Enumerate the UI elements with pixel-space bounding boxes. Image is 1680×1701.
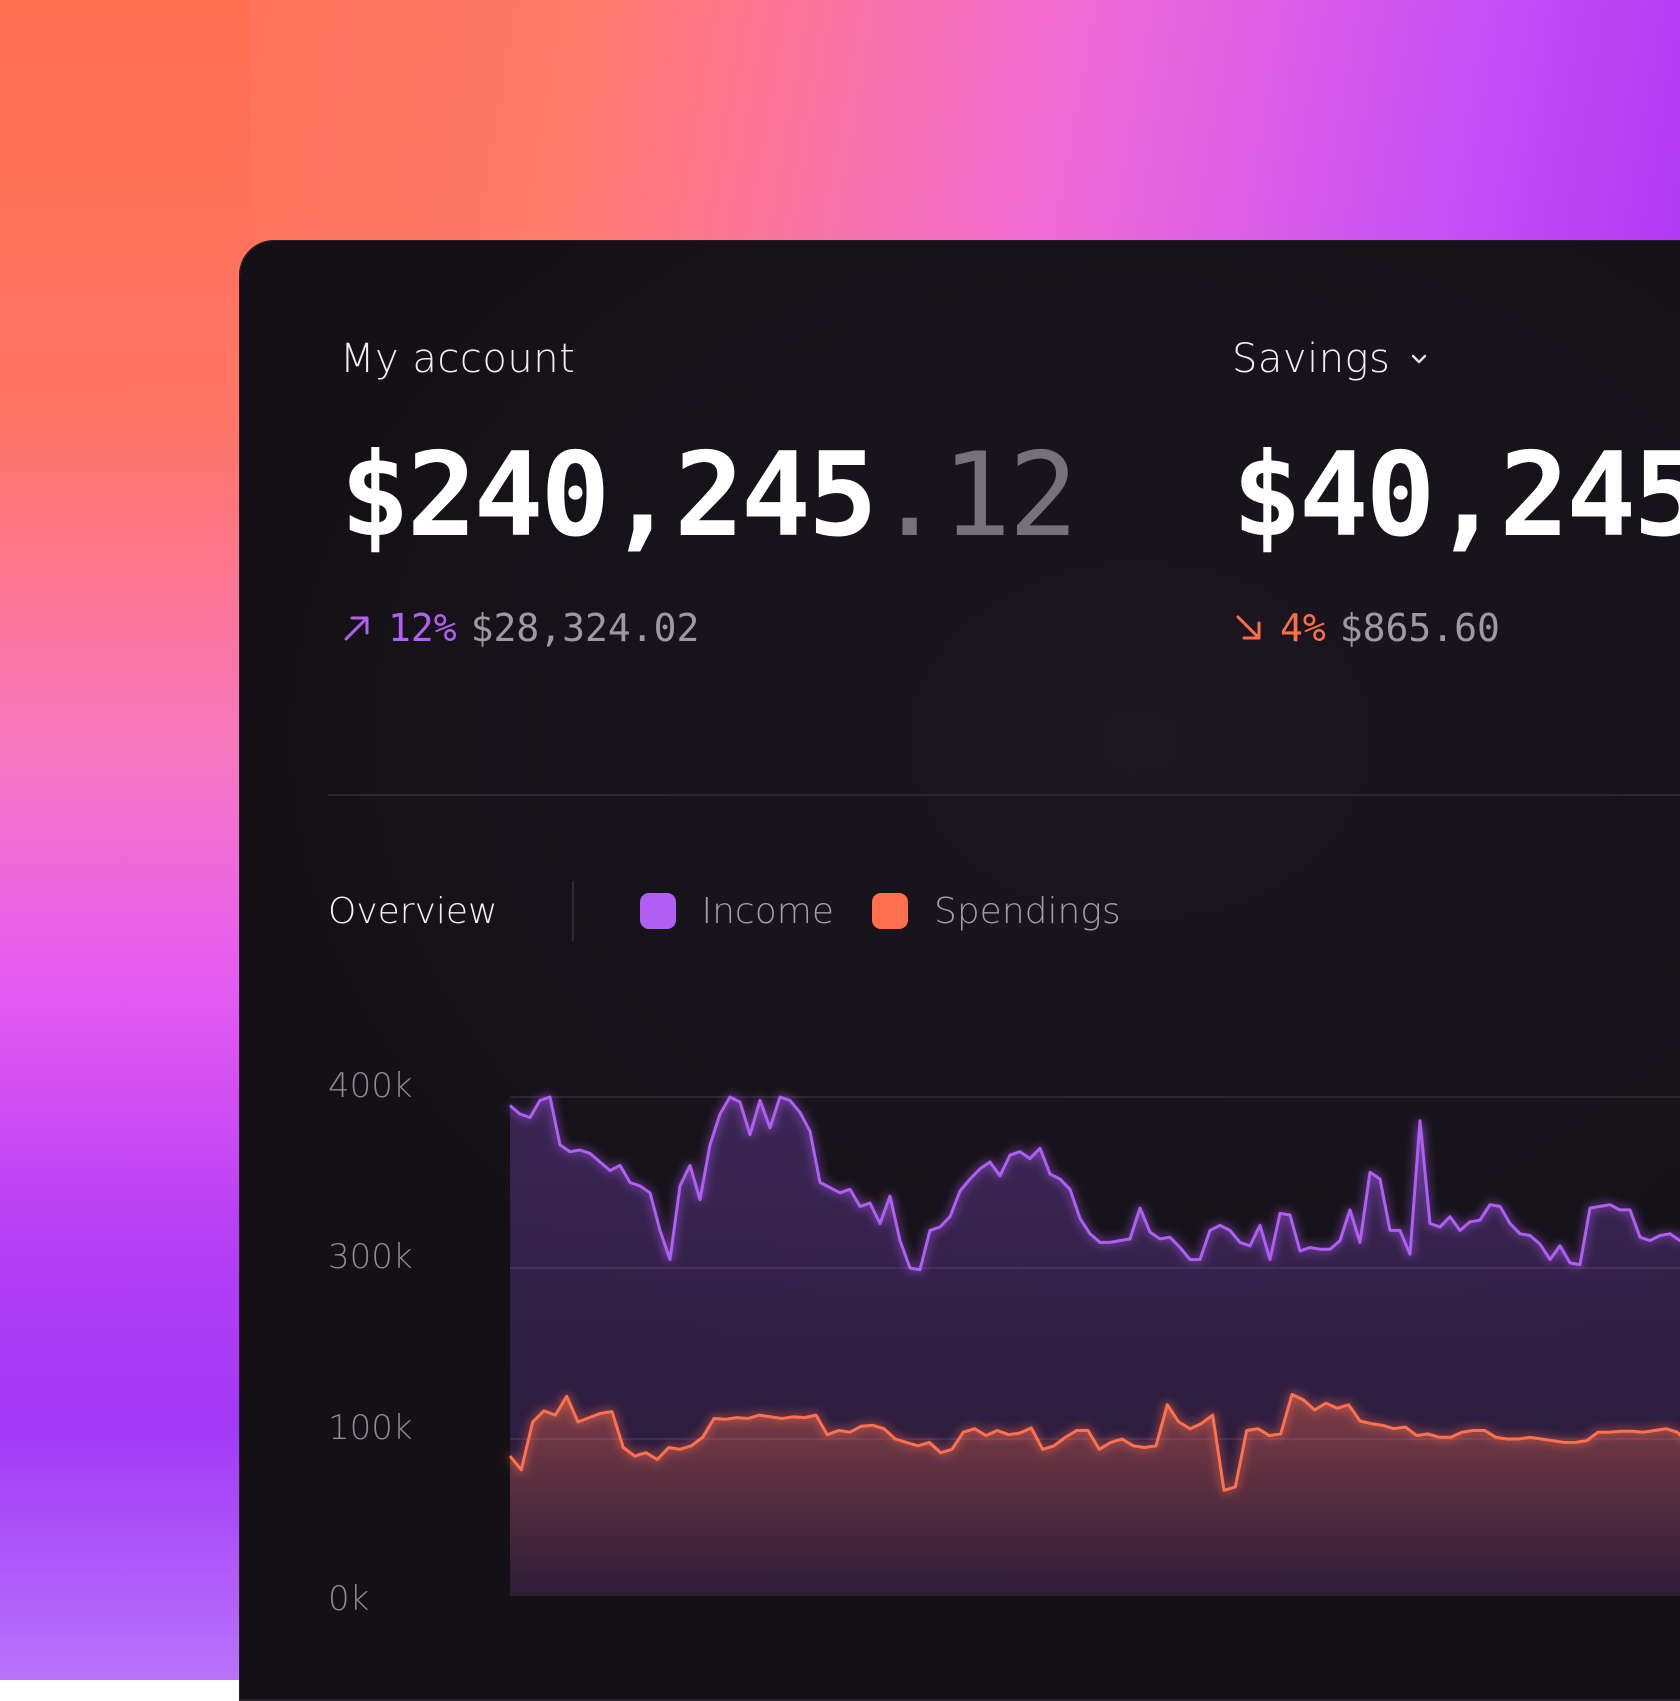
overview-title: Overview [328, 890, 498, 932]
account-card-my-account: My account $240,245.12 12% $28,324.02 [340, 336, 1078, 650]
legend-item-spendings[interactable]: Spendings [871, 890, 1121, 932]
y-tick-label: 100k [328, 1408, 413, 1448]
income-line [509, 1095, 1680, 1272]
balance-cents: .12 [874, 428, 1079, 563]
account-title: My account [340, 336, 1075, 382]
change-value: $865.60 [1339, 606, 1500, 650]
change-percent: 4% [1280, 606, 1326, 650]
dashboard-panel: My account $240,245.12 12% $28,324.02 Sa… [240, 241, 1680, 1701]
account-card-savings: Savings $40,245 4% $865.60 [1232, 336, 1680, 650]
account-selector[interactable]: Savings [1232, 336, 1680, 382]
account-balance: $40,245 [1232, 438, 1680, 554]
arrow-down-right-icon [1236, 615, 1261, 640]
chevron-down-icon[interactable] [1408, 348, 1430, 370]
legend-swatch-spendings [871, 893, 908, 929]
divider [328, 794, 1680, 796]
balance-whole: $240,245 [340, 428, 878, 563]
account-title-label: My account [340, 336, 576, 382]
account-balance: $240,245.12 [340, 438, 1078, 554]
spendings-line [508, 1393, 1680, 1492]
balance-change: 12% $28,324.02 [340, 606, 1075, 650]
legend-swatch-income [639, 893, 676, 929]
y-tick-label: 400k [328, 1066, 413, 1106]
balance-whole: $40,245 [1232, 428, 1680, 563]
account-title-label: Savings [1232, 336, 1391, 382]
legend-item-income[interactable]: Income [639, 890, 834, 932]
y-tick-label: 0k [328, 1579, 370, 1619]
overview-header: Overview Income Spendings [328, 881, 1159, 941]
change-percent: 12% [388, 606, 457, 650]
vertical-separator [571, 881, 574, 941]
arrow-up-right-icon [344, 616, 369, 641]
spendings-area [510, 1394, 1680, 1596]
legend-label-income: Income [701, 890, 834, 932]
gradient-background-left [0, 0, 250, 1680]
balance-change: 4% $865.60 [1232, 606, 1680, 650]
change-value: $28,324.02 [470, 606, 700, 650]
legend-label-spendings: Spendings [933, 890, 1121, 932]
overview-chart [508, 1095, 1680, 1596]
y-tick-label: 300k [328, 1237, 413, 1277]
